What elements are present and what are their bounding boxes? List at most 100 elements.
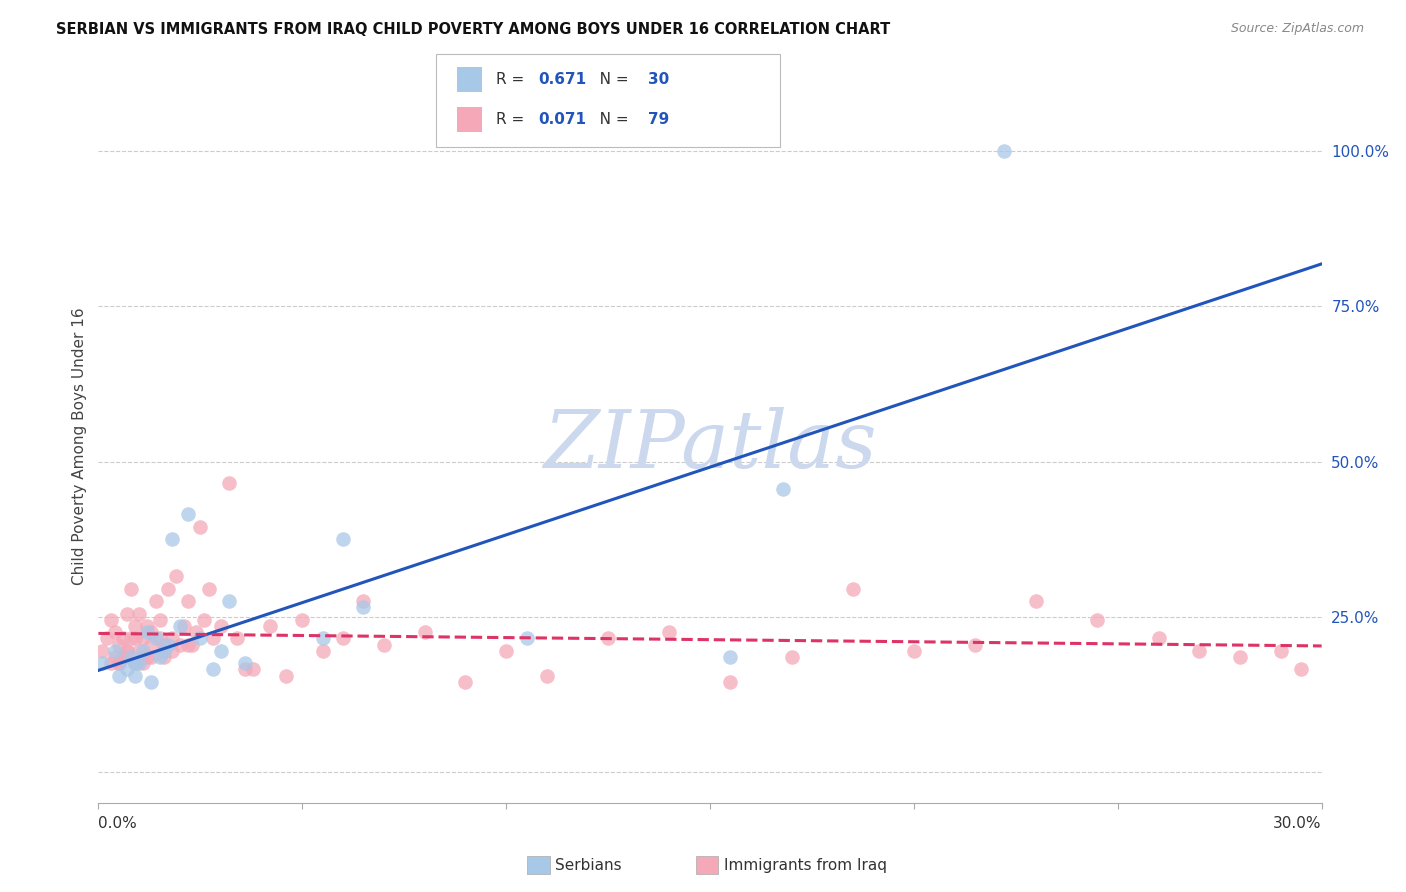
Point <box>128 644 150 658</box>
Text: 0.071: 0.071 <box>538 112 586 127</box>
Point <box>120 582 142 596</box>
Point <box>1147 632 1170 646</box>
Point <box>1229 650 1251 665</box>
Point <box>132 632 155 646</box>
Point <box>152 650 174 665</box>
Point <box>91 656 114 670</box>
Point <box>233 656 256 670</box>
Point <box>104 650 127 665</box>
Point <box>108 638 131 652</box>
Point <box>145 632 167 646</box>
Point <box>413 625 436 640</box>
Point <box>160 632 183 646</box>
Point <box>516 632 538 646</box>
Point <box>332 532 354 546</box>
Text: R =: R = <box>496 112 530 127</box>
Point <box>312 644 335 658</box>
Point <box>197 582 219 596</box>
Point <box>149 650 172 665</box>
Point <box>373 638 395 652</box>
Point <box>156 582 179 596</box>
Text: 0.0%: 0.0% <box>98 816 138 831</box>
Point <box>188 632 212 646</box>
Point <box>718 650 742 665</box>
Point <box>91 644 114 658</box>
Point <box>495 644 517 658</box>
Point <box>152 638 174 652</box>
Point <box>124 656 146 670</box>
Point <box>454 674 477 689</box>
Point <box>242 662 264 676</box>
Point <box>124 619 146 633</box>
Point <box>156 638 179 652</box>
Point <box>1270 644 1292 658</box>
Point <box>173 619 195 633</box>
Point <box>1085 613 1108 627</box>
Point <box>104 625 127 640</box>
Point <box>165 569 187 583</box>
Point <box>332 632 354 646</box>
Point <box>108 656 131 670</box>
Point <box>124 656 146 670</box>
Point <box>169 619 191 633</box>
Point <box>96 632 118 646</box>
Point <box>259 619 281 633</box>
Point <box>124 632 146 646</box>
Point <box>120 650 142 665</box>
Text: 30.0%: 30.0% <box>1274 816 1322 831</box>
Text: N =: N = <box>585 71 633 87</box>
Text: R =: R = <box>496 71 530 87</box>
Point <box>100 656 122 670</box>
Point <box>145 594 167 608</box>
Point <box>993 145 1015 159</box>
Point <box>115 644 138 658</box>
Point <box>128 607 150 621</box>
Text: Source: ZipAtlas.com: Source: ZipAtlas.com <box>1230 22 1364 36</box>
Point <box>841 582 863 596</box>
Point <box>965 638 987 652</box>
Point <box>1025 594 1047 608</box>
Point <box>108 668 131 682</box>
Text: 0.671: 0.671 <box>538 71 586 87</box>
Point <box>352 594 374 608</box>
Point <box>352 600 374 615</box>
Point <box>149 613 172 627</box>
Point <box>903 644 925 658</box>
Point <box>274 668 297 682</box>
Point <box>188 519 212 533</box>
Point <box>718 674 742 689</box>
Point <box>128 656 150 670</box>
Point <box>141 638 163 652</box>
Text: N =: N = <box>585 112 633 127</box>
Point <box>115 644 138 658</box>
Point <box>598 632 620 646</box>
Point <box>136 650 159 665</box>
Point <box>226 632 249 646</box>
Text: Immigrants from Iraq: Immigrants from Iraq <box>724 858 887 872</box>
Point <box>160 532 183 546</box>
Point <box>115 607 138 621</box>
Point <box>149 632 172 646</box>
Point <box>193 613 215 627</box>
Point <box>152 644 174 658</box>
Text: ZIPatlas: ZIPatlas <box>543 408 877 484</box>
Point <box>1291 662 1313 676</box>
Point <box>218 476 240 491</box>
Point <box>132 644 155 658</box>
Point <box>177 508 200 522</box>
Point <box>141 650 163 665</box>
Point <box>218 594 240 608</box>
Text: SERBIAN VS IMMIGRANTS FROM IRAQ CHILD POVERTY AMONG BOYS UNDER 16 CORRELATION CH: SERBIAN VS IMMIGRANTS FROM IRAQ CHILD PO… <box>56 22 890 37</box>
Point <box>780 650 803 665</box>
Point <box>177 594 200 608</box>
Point <box>233 662 256 676</box>
Y-axis label: Child Poverty Among Boys Under 16: Child Poverty Among Boys Under 16 <box>72 307 87 585</box>
Point <box>201 632 224 646</box>
Point <box>111 650 134 665</box>
Point <box>658 625 681 640</box>
Point <box>136 619 159 633</box>
Point <box>169 638 191 652</box>
Text: 30: 30 <box>648 71 669 87</box>
Point <box>132 650 155 665</box>
Point <box>115 662 138 676</box>
